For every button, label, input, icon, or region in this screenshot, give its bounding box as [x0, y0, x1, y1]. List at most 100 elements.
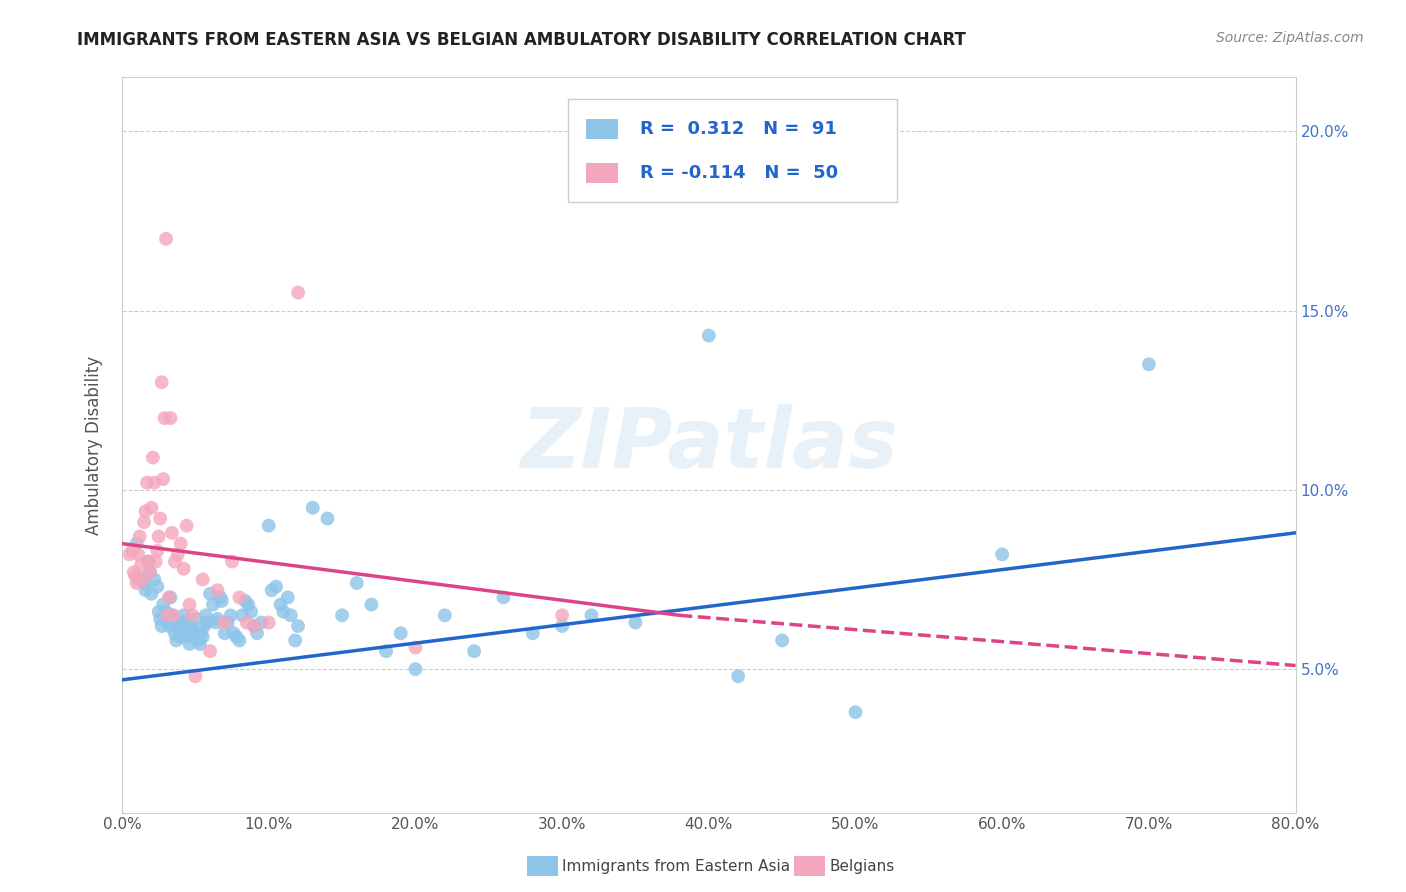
- Text: Belgians: Belgians: [830, 859, 894, 873]
- Point: [148, 529, 170, 543]
- Point: [360, 598, 382, 612]
- Point: [170, 630, 193, 644]
- Point: [128, 573, 150, 587]
- Point: [1137, 357, 1160, 371]
- Point: [132, 576, 155, 591]
- Point: [128, 529, 150, 543]
- Point: [277, 591, 299, 605]
- Point: [991, 547, 1014, 561]
- Point: [129, 573, 152, 587]
- Point: [581, 608, 603, 623]
- Point: [404, 640, 426, 655]
- Point: [301, 500, 323, 515]
- Point: [522, 626, 544, 640]
- Point: [157, 619, 180, 633]
- Point: [257, 518, 280, 533]
- Point: [228, 633, 250, 648]
- Point: [273, 605, 295, 619]
- Point: [222, 626, 245, 640]
- Text: IMMIGRANTS FROM EASTERN ASIA VS BELGIAN AMBULATORY DISABILITY CORRELATION CHART: IMMIGRANTS FROM EASTERN ASIA VS BELGIAN …: [77, 31, 966, 49]
- Point: [194, 608, 217, 623]
- Text: Immigrants from Eastern Asia: Immigrants from Eastern Asia: [562, 859, 790, 873]
- Point: [142, 450, 165, 465]
- Point: [228, 591, 250, 605]
- Point: [433, 608, 456, 623]
- Point: [166, 615, 188, 630]
- Point: [287, 285, 309, 300]
- Text: ZIPatlas: ZIPatlas: [520, 404, 898, 485]
- Point: [404, 662, 426, 676]
- Point: [191, 573, 214, 587]
- Point: [163, 626, 186, 640]
- Point: [162, 612, 184, 626]
- Point: [190, 626, 212, 640]
- Text: R = -0.114   N =  50: R = -0.114 N = 50: [640, 164, 838, 182]
- Point: [389, 626, 412, 640]
- Point: [180, 619, 202, 633]
- Point: [257, 615, 280, 630]
- Point: [162, 608, 184, 623]
- Point: [330, 608, 353, 623]
- Point: [198, 587, 221, 601]
- Point: [217, 615, 239, 630]
- Point: [214, 626, 236, 640]
- FancyBboxPatch shape: [568, 100, 897, 202]
- Point: [143, 573, 166, 587]
- Point: [287, 619, 309, 633]
- Point: [148, 605, 170, 619]
- Point: [346, 576, 368, 591]
- Point: [155, 605, 177, 619]
- Point: [492, 591, 515, 605]
- Point: [124, 569, 146, 583]
- Point: [167, 623, 190, 637]
- Point: [156, 608, 179, 623]
- Point: [260, 583, 283, 598]
- Point: [193, 619, 215, 633]
- Point: [153, 411, 176, 425]
- Point: [127, 547, 149, 561]
- Bar: [585, 162, 619, 183]
- Point: [179, 637, 201, 651]
- Point: [231, 608, 253, 623]
- Point: [138, 555, 160, 569]
- Point: [150, 376, 173, 390]
- Point: [240, 605, 263, 619]
- Point: [150, 619, 173, 633]
- Point: [243, 619, 266, 633]
- Point: [198, 644, 221, 658]
- Point: [269, 598, 291, 612]
- Point: [118, 547, 141, 561]
- Point: [375, 644, 398, 658]
- Point: [176, 518, 198, 533]
- Point: [463, 644, 485, 658]
- Point: [122, 566, 145, 580]
- Point: [250, 615, 273, 630]
- Point: [138, 555, 160, 569]
- Point: [184, 612, 207, 626]
- Point: [173, 608, 195, 623]
- Text: R =  0.312   N =  91: R = 0.312 N = 91: [640, 120, 837, 138]
- Point: [201, 598, 224, 612]
- Point: [221, 555, 243, 569]
- Point: [165, 633, 187, 648]
- Point: [186, 626, 208, 640]
- Point: [235, 615, 257, 630]
- Point: [146, 543, 169, 558]
- Point: [143, 475, 166, 490]
- Point: [225, 630, 247, 644]
- Point: [152, 598, 174, 612]
- Point: [770, 633, 793, 648]
- Point: [139, 566, 162, 580]
- Point: [211, 594, 233, 608]
- Point: [184, 669, 207, 683]
- Point: [284, 633, 307, 648]
- Point: [125, 576, 148, 591]
- Point: [152, 472, 174, 486]
- Point: [181, 608, 204, 623]
- Point: [238, 598, 260, 612]
- Point: [551, 608, 574, 623]
- Point: [121, 543, 143, 558]
- Point: [243, 619, 266, 633]
- Point: [136, 475, 159, 490]
- Point: [141, 587, 163, 601]
